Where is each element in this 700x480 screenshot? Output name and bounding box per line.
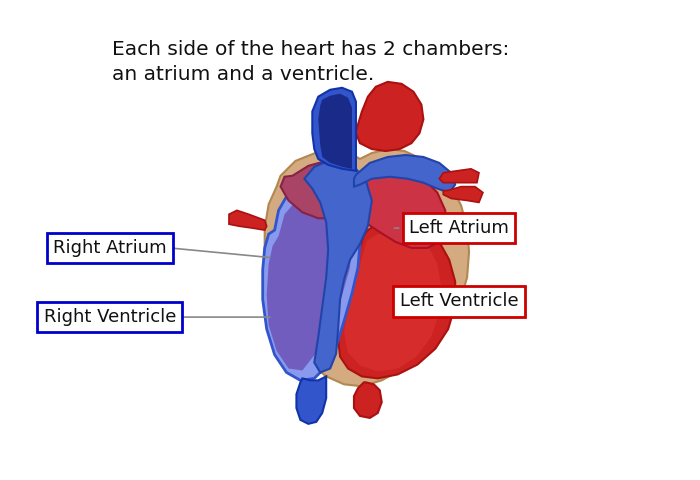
Polygon shape [354, 383, 382, 418]
Polygon shape [265, 149, 469, 386]
Polygon shape [356, 169, 445, 248]
Polygon shape [344, 228, 441, 372]
Text: Right Atrium: Right Atrium [53, 239, 167, 257]
Polygon shape [443, 187, 483, 203]
Text: Left Atrium: Left Atrium [410, 219, 509, 237]
Text: Right Ventricle: Right Ventricle [43, 308, 176, 326]
Polygon shape [296, 376, 326, 424]
Text: Each side of the heart has 2 chambers:
an atrium and a ventricle.: Each side of the heart has 2 chambers: a… [112, 40, 510, 84]
Polygon shape [262, 191, 360, 380]
Polygon shape [267, 199, 352, 371]
Polygon shape [281, 161, 362, 218]
Polygon shape [356, 82, 424, 151]
Text: Left Ventricle: Left Ventricle [400, 292, 519, 310]
Polygon shape [229, 210, 267, 230]
Polygon shape [304, 161, 372, 372]
Polygon shape [338, 218, 455, 378]
Polygon shape [312, 88, 356, 171]
Polygon shape [354, 155, 455, 192]
Polygon shape [440, 169, 479, 183]
Polygon shape [318, 94, 352, 169]
